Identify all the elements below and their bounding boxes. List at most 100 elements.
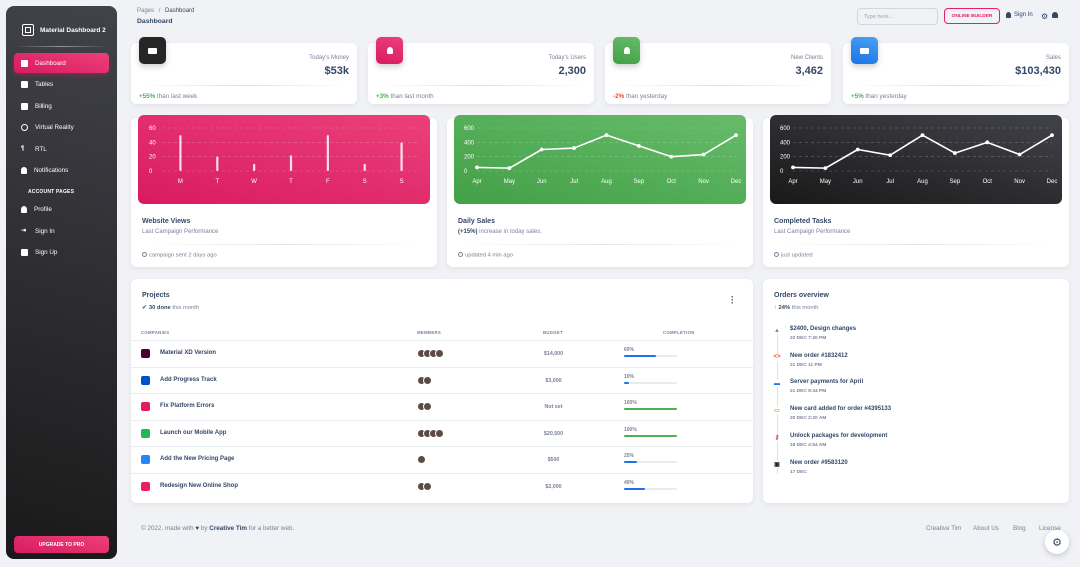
chart-footer-text: campaign sent 2 days ago [149,252,217,259]
key-icon: ⚷ [773,433,781,441]
weekend-icon [139,37,166,64]
x-tick-label: Oct [983,179,993,185]
data-point [669,154,674,159]
data-point [636,144,641,148]
project-budget: $3,000 [545,377,562,384]
sidebar-item-profile[interactable]: Profile [14,200,109,220]
bell-icon: ▲ [773,327,781,334]
project-budget: $500 [547,457,560,463]
member-avatar[interactable] [423,481,432,491]
member-avatar[interactable] [423,402,432,411]
divider [851,85,1061,86]
progress-bar-fill [624,381,630,384]
x-tick-label: Oct [667,179,677,185]
progress-bar [624,487,677,490]
timeline-item: ▲ $2400, Design changes 22 DEC 7:20 PM [763,326,1069,353]
weekend-icon [851,37,878,64]
daily-sales-chart: 0 200 400 600 Apr May Jun Jul Aug Sep Oct Nov Dec [464,126,741,185]
project-completion: 60% [624,347,677,357]
data-point [701,152,706,157]
arrow-upward-icon: ↑ [774,305,777,311]
table-row[interactable]: Fix Platform Errors Not set 100% [131,393,753,419]
stat-footer: +55% than last week [139,93,197,100]
website-views-chart: 0 20 40 60 M T W T F S S [149,126,420,185]
table-row[interactable]: Add the New Pricing Page $500 25% [131,446,753,472]
sidebar-item-rtl[interactable]: ¶ RTL [14,139,109,159]
stat-label: Sales [1045,55,1061,61]
x-tick-label: Nov [698,179,709,185]
breadcrumb-current: Dashboard [165,8,195,14]
timeline-line [777,334,778,474]
order-title: Server payments for April [790,379,864,386]
author-link[interactable]: Creative Tim [209,525,247,532]
footer-suffix: for a better web. [246,525,295,532]
stat-card-clients: New Clients 3,462 -2% than yesterday [605,37,831,104]
table-row[interactable]: Material XD Version $14,000 60% [131,340,753,366]
data-point [734,133,738,138]
sidebar-item-sign-in[interactable]: ⇥ Sign In [14,221,109,241]
sidebar-item-notifications[interactable]: Notifications [14,161,109,181]
sidebar-item-tables[interactable]: Tables [14,75,109,95]
schedule-icon [458,252,463,257]
settings-gear-icon[interactable]: ⚙ [1041,12,1049,21]
table-row[interactable]: Add Progress Track $3,000 10% [131,366,753,393]
settings-fab-gear-icon[interactable]: ⚙ [1045,530,1069,554]
table-row[interactable]: Redesign New Online Shop $2,000 40% [131,472,753,499]
brand[interactable]: Material Dashboard 2 [6,6,117,42]
y-tick-label: 200 [780,155,791,161]
stat-label: New Clients [790,55,823,61]
member-avatar[interactable] [423,375,432,385]
breadcrumb-root[interactable]: Pages [137,8,155,14]
footer-link-creative-tim[interactable]: Creative Tim [926,525,962,532]
stat-value: $53k [324,65,349,77]
chart-footer: updated 4 min ago [458,252,513,259]
online-builder-button[interactable]: ONLINE BUILDER [944,8,1000,24]
sidebar-item-sign-up[interactable]: Sign Up [14,243,109,263]
cart-icon: ▬ [773,380,781,388]
member-avatar[interactable] [417,455,426,464]
footer-link-license[interactable]: License [1039,525,1061,532]
notifications-bell-icon[interactable] [1052,12,1058,18]
member-avatar[interactable] [435,428,444,438]
projects-done-text: this month [170,305,200,311]
progress-bar-fill [624,461,638,463]
more-vert-icon[interactable]: · · · [731,292,734,308]
company-logo-icon [141,455,150,464]
chart-footer-text: updated 4 min ago [465,252,514,259]
progress-bar [624,408,677,410]
footer-link-about-us[interactable]: About Us [973,525,999,532]
stat-change: -2% [613,93,625,100]
members-avatars [417,402,432,411]
project-budget: $14,000 [543,351,564,357]
footer-link-blog[interactable]: Blog [1013,525,1026,532]
orders-change-text: this month [790,305,819,311]
search-input[interactable]: Type here... [857,8,938,25]
sidebar-item-dashboard[interactable]: Dashboard [14,53,109,73]
project-completion: 25% [624,453,677,463]
sidebar-item-virtual-reality[interactable]: Virtual Reality [14,118,109,138]
card-icon: ▭ [773,407,781,415]
data-point [507,166,512,171]
chart-subtitle: Last Campaign Performance [774,229,850,235]
x-tick-label: Jun [853,179,863,185]
sign-in-link[interactable]: Sign In [1006,12,1033,18]
x-tick-label: M [178,179,183,185]
data-point [920,133,925,138]
sidebar-divider [14,46,109,47]
x-tick-label: Sep [950,179,961,185]
orders-change: 24% [778,305,791,311]
chart-subtitle-highlight: (+15%) [458,229,478,235]
receipt-icon [21,102,28,110]
upgrade-to-pro-button[interactable]: UPGRADE TO PRO [14,536,109,553]
members-avatars [417,455,426,464]
sign-in-label: Sign In [1014,12,1033,18]
x-tick-label: Jul [886,179,894,185]
column-header-companies: COMPANIES [141,330,170,335]
sidebar-item-billing[interactable]: Billing [14,96,109,116]
chart-plot: 0 20 40 60 M T W T F S S [138,115,430,204]
data-point [855,147,860,152]
member-avatar[interactable] [435,349,444,358]
schedule-icon [774,252,779,257]
table-row[interactable]: Launch our Mobile App $20,500 100% [131,419,753,446]
completion-percent: 40% [624,479,635,486]
